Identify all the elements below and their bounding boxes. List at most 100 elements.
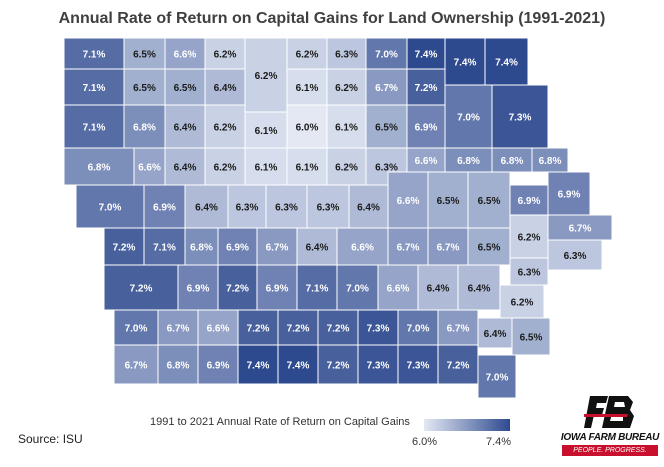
county: 6.0% <box>286 104 328 149</box>
county: 6.5% <box>511 317 551 356</box>
county-value-label: 6.6% <box>351 243 374 254</box>
county-shape <box>427 227 469 266</box>
county-value-label: 6.1% <box>255 126 278 137</box>
county: 6.4% <box>184 184 229 229</box>
county: 6.3% <box>509 257 549 286</box>
county: 7.3% <box>491 84 549 149</box>
county-shape <box>491 147 533 173</box>
county-shape <box>326 37 367 70</box>
source-note: Source: ISU <box>18 432 83 446</box>
county-value-label: 6.9% <box>207 361 230 372</box>
county: 6.2% <box>499 284 545 319</box>
county-shape <box>365 104 408 149</box>
county-shape <box>406 37 446 70</box>
county: 6.8% <box>157 344 199 385</box>
county-shape <box>217 227 258 266</box>
county: 6.7% <box>437 309 479 346</box>
county-value-label: 6.3% <box>564 251 587 262</box>
county-value-label: 6.4% <box>214 83 237 94</box>
county: 7.0% <box>397 309 439 346</box>
county-value-label: 7.1% <box>83 123 106 134</box>
county: 7.0% <box>336 264 379 311</box>
county-value-label: 6.2% <box>296 50 319 61</box>
county-value-label: 6.7% <box>375 83 398 94</box>
county-shape <box>397 309 439 346</box>
county-value-label: 7.0% <box>125 324 148 335</box>
county-value-label: 7.4% <box>247 361 270 372</box>
county-shape <box>296 264 338 311</box>
county: 7.1% <box>296 264 338 311</box>
county-value-label: 6.9% <box>187 284 210 295</box>
county: 6.8% <box>184 227 219 266</box>
county-value-label: 7.1% <box>153 243 176 254</box>
county-value-label: 7.0% <box>407 324 430 335</box>
county: 6.2% <box>204 37 246 70</box>
legend-gradient-bar <box>424 419 510 431</box>
county-shape <box>113 309 159 346</box>
county: 6.2% <box>326 147 367 186</box>
county: 6.9% <box>256 264 298 311</box>
county: 7.2% <box>437 344 479 385</box>
county-value-label: 7.2% <box>327 324 350 335</box>
county-value-label: 7.2% <box>447 361 470 372</box>
county-value-label: 6.1% <box>296 163 319 174</box>
county-shape <box>365 68 408 106</box>
county-value-label: 7.0% <box>486 373 509 384</box>
county-value-label: 7.2% <box>130 284 153 295</box>
county-value-label: 6.1% <box>255 163 278 174</box>
county-value-label: 6.2% <box>214 163 237 174</box>
county-shape <box>326 147 367 186</box>
county: 6.4% <box>296 227 338 266</box>
county-value-label: 6.4% <box>484 329 507 340</box>
county-value-label: 6.9% <box>558 190 581 201</box>
county-value-label: 7.0% <box>346 284 369 295</box>
county: 6.5% <box>467 227 511 266</box>
county: 6.8% <box>444 147 493 173</box>
county: 6.3% <box>265 184 308 229</box>
county: 7.3% <box>357 309 399 346</box>
county-shape <box>547 239 603 271</box>
county-value-label: 6.0% <box>296 123 319 134</box>
county: 6.5% <box>467 171 511 229</box>
county-shape <box>491 84 549 149</box>
county: 7.4% <box>277 344 319 385</box>
county: 7.4% <box>444 37 486 86</box>
county-value-label: 6.7% <box>569 224 592 235</box>
county: 6.5% <box>123 68 166 106</box>
county: 7.2% <box>317 309 359 346</box>
county-value-label: 7.1% <box>306 284 329 295</box>
county-value-label: 6.7% <box>167 324 190 335</box>
county-shape <box>444 37 486 86</box>
county-value-label: 6.2% <box>214 123 237 134</box>
county-value-label: 7.2% <box>327 361 350 372</box>
county: 7.0% <box>444 84 493 149</box>
county-value-label: 6.2% <box>214 50 237 61</box>
county: 6.8% <box>491 147 533 173</box>
county-value-label: 6.9% <box>518 196 541 207</box>
county: 6.6% <box>164 37 206 70</box>
county: 6.4% <box>204 68 246 106</box>
county: 6.7% <box>157 309 199 346</box>
county-value-label: 6.5% <box>133 83 156 94</box>
county: 7.0% <box>365 37 408 70</box>
county: 6.1% <box>286 68 328 106</box>
county: 6.4% <box>457 264 501 311</box>
county: 7.2% <box>237 309 279 346</box>
county-shape <box>406 68 446 106</box>
county: 6.8% <box>531 147 569 173</box>
county-shape <box>547 214 613 241</box>
county: 7.2% <box>406 68 446 106</box>
county-shape <box>204 37 246 70</box>
county: 6.9% <box>143 184 186 229</box>
county: 6.4% <box>417 264 459 311</box>
county-value-label: 7.2% <box>415 83 438 94</box>
county-value-label: 6.7% <box>125 361 148 372</box>
county: 6.5% <box>164 68 206 106</box>
county-value-label: 7.0% <box>375 50 398 61</box>
county: 7.2% <box>103 264 179 311</box>
county-shape <box>277 309 319 346</box>
county-shape <box>484 37 529 86</box>
county: 7.2% <box>277 309 319 346</box>
county-value-label: 6.7% <box>447 324 470 335</box>
